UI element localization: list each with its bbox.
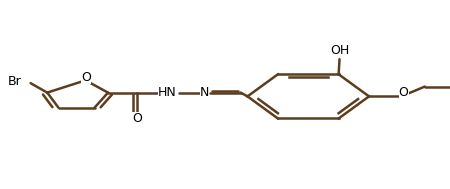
Text: Br: Br <box>8 75 21 88</box>
Text: O: O <box>399 87 409 99</box>
Text: N: N <box>200 86 209 99</box>
Text: OH: OH <box>330 44 349 57</box>
Text: O: O <box>132 112 142 125</box>
Text: O: O <box>81 71 91 84</box>
Text: HN: HN <box>158 86 177 99</box>
